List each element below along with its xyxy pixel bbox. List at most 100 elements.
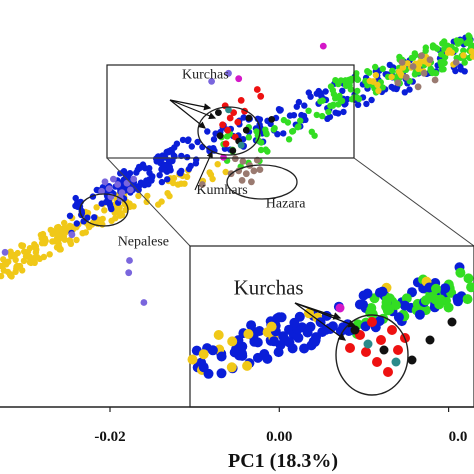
background-point xyxy=(388,73,395,81)
background-point xyxy=(370,78,377,85)
nepalese-ellipse xyxy=(79,193,129,227)
background-point xyxy=(139,161,147,168)
background-point xyxy=(396,68,403,75)
background-point xyxy=(184,137,192,145)
background-point xyxy=(406,86,413,93)
background-point xyxy=(12,268,19,275)
main-points-layer xyxy=(0,32,474,306)
background-point xyxy=(199,143,206,151)
inset-point xyxy=(466,282,474,293)
data-point xyxy=(224,126,232,134)
inset-kumhars-point xyxy=(425,335,435,345)
background-point xyxy=(1,261,8,268)
kurchas-ellipse xyxy=(197,106,261,156)
inset-point xyxy=(365,308,376,318)
inset-kurchas-point xyxy=(387,325,397,335)
inset-kurchas-point xyxy=(367,317,377,327)
background-point xyxy=(274,131,281,138)
background-point xyxy=(73,220,81,227)
data-point xyxy=(242,170,250,178)
background-point xyxy=(330,90,338,98)
background-point xyxy=(404,60,411,67)
data-point xyxy=(237,141,245,149)
data-point xyxy=(222,140,230,148)
data-point xyxy=(452,59,460,66)
background-point xyxy=(47,226,54,234)
background-point xyxy=(379,84,386,91)
data-point xyxy=(125,269,133,277)
background-point xyxy=(270,126,277,133)
inset-kurchas-arrow xyxy=(294,302,347,341)
inset-kurchas-point xyxy=(361,347,371,357)
background-point xyxy=(133,169,140,176)
data-point xyxy=(219,121,227,129)
background-point xyxy=(18,242,25,249)
background-point xyxy=(452,67,459,75)
data-point xyxy=(114,181,122,188)
background-point xyxy=(192,160,200,167)
inset-point xyxy=(463,273,474,284)
data-point xyxy=(225,69,232,77)
inset-point xyxy=(216,368,227,379)
background-point xyxy=(131,183,139,190)
background-point xyxy=(163,148,170,156)
background-point xyxy=(379,65,386,73)
background-point xyxy=(108,205,115,213)
data-point xyxy=(238,177,246,184)
background-point xyxy=(210,145,217,152)
annotation-label: Hazara xyxy=(266,197,306,212)
background-point xyxy=(319,97,326,104)
inset-point xyxy=(443,302,454,313)
background-point xyxy=(454,40,461,47)
data-point xyxy=(101,178,109,186)
data-point xyxy=(216,132,224,140)
background-point xyxy=(40,238,47,246)
inset-point xyxy=(462,294,473,305)
inset-point xyxy=(305,321,316,332)
inset-kumhars-point xyxy=(350,325,360,335)
inset-point xyxy=(237,341,248,352)
background-point xyxy=(209,175,216,183)
x-tick-label: 0.0 xyxy=(449,429,468,445)
data-point xyxy=(248,178,255,186)
inset-point xyxy=(227,336,238,347)
data-point xyxy=(257,92,265,100)
background-point xyxy=(275,106,283,113)
background-point xyxy=(32,249,40,256)
background-point xyxy=(13,262,21,270)
background-point xyxy=(103,198,110,206)
inset-point xyxy=(187,354,198,365)
background-point xyxy=(14,249,21,257)
x-axis-label: PC1 (18.3%) xyxy=(228,450,338,472)
inset-point xyxy=(435,294,446,305)
background-point xyxy=(20,257,28,265)
inset-point xyxy=(440,283,451,294)
inset-magenta-point xyxy=(335,303,345,313)
background-point xyxy=(79,230,86,237)
inset-point xyxy=(420,295,431,306)
inset-kurchas-point xyxy=(383,367,393,377)
background-point xyxy=(368,96,375,104)
data-point xyxy=(226,114,234,122)
inset-point xyxy=(262,353,273,364)
background-point xyxy=(372,63,379,71)
background-point xyxy=(355,95,363,103)
background-point xyxy=(174,181,182,188)
data-point xyxy=(268,116,276,123)
background-point xyxy=(337,97,344,104)
inset-point xyxy=(213,330,224,340)
background-point xyxy=(422,47,429,54)
background-point xyxy=(388,83,395,91)
background-point xyxy=(181,180,188,187)
background-point xyxy=(84,209,92,217)
kurchas-arrow xyxy=(169,99,217,120)
inset-point xyxy=(276,312,287,323)
hazara-ellipse xyxy=(226,164,298,200)
background-point xyxy=(73,236,80,244)
inset-teal-point xyxy=(363,339,373,349)
inset-point xyxy=(216,351,227,362)
data-point xyxy=(140,299,148,306)
data-point xyxy=(250,167,258,175)
data-point xyxy=(242,126,250,134)
